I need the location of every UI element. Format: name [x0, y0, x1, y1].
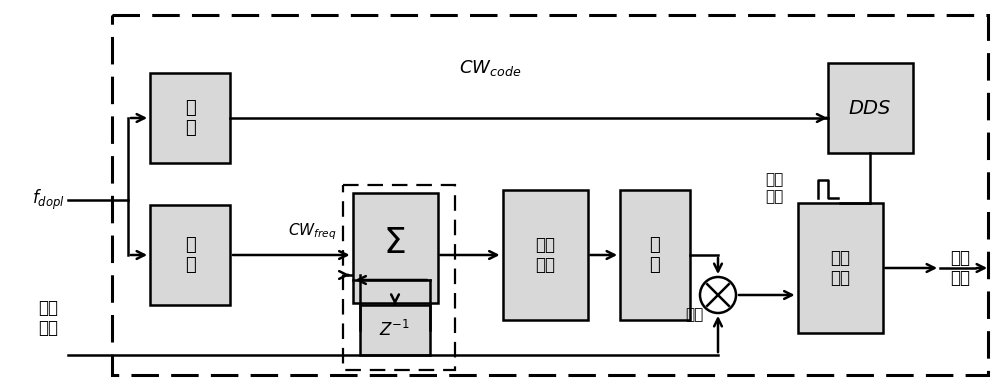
Bar: [150, 73, 230, 163]
Circle shape: [700, 277, 736, 313]
Bar: [112, 15, 988, 375]
Text: 转
换: 转 换: [185, 236, 195, 274]
Text: 相位
修正: 相位 修正: [830, 249, 850, 288]
Text: 输出
数据: 输出 数据: [950, 249, 970, 288]
Text: $CW_{code}$: $CW_{code}$: [459, 58, 521, 78]
Text: 采样
数据: 采样 数据: [38, 299, 58, 338]
Bar: [150, 205, 230, 305]
Bar: [352, 193, 438, 303]
Text: $CW_{freq}$: $CW_{freq}$: [288, 222, 337, 242]
Text: $f_{dopl}$: $f_{dopl}$: [32, 188, 65, 212]
Bar: [798, 203, 883, 333]
Text: 转
换: 转 换: [185, 99, 195, 137]
Bar: [343, 185, 455, 370]
Text: Σ: Σ: [384, 226, 406, 260]
Text: $Z^{-1}$: $Z^{-1}$: [379, 320, 411, 340]
Text: 查
表: 查 表: [650, 236, 660, 274]
Text: 复乘: 复乘: [685, 308, 703, 322]
Text: DDS: DDS: [849, 99, 891, 118]
Text: 地址
映射: 地址 映射: [535, 236, 555, 274]
Bar: [828, 63, 912, 153]
Bar: [503, 190, 588, 320]
Text: 相移
脉冲: 相移 脉冲: [765, 172, 783, 204]
Bar: [620, 190, 690, 320]
Bar: [360, 305, 430, 355]
